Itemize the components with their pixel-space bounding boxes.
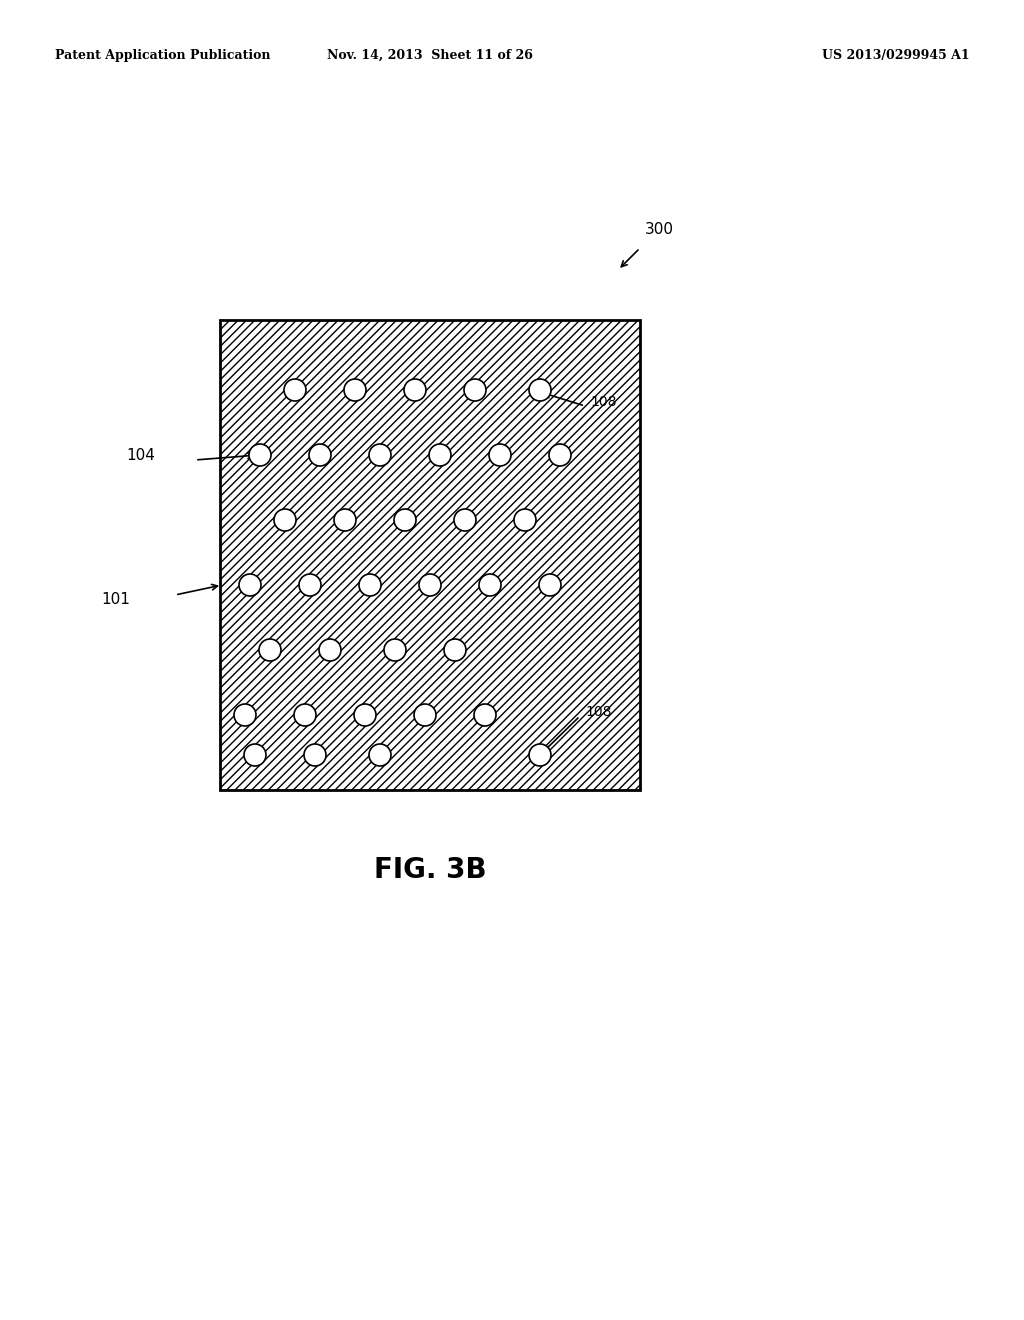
Circle shape xyxy=(369,444,391,466)
Text: 101: 101 xyxy=(101,593,130,607)
Circle shape xyxy=(514,510,536,531)
Text: 104: 104 xyxy=(126,447,155,462)
Circle shape xyxy=(404,379,426,401)
Circle shape xyxy=(529,744,551,766)
Circle shape xyxy=(529,379,551,401)
Circle shape xyxy=(359,574,381,597)
Circle shape xyxy=(384,639,406,661)
Circle shape xyxy=(419,574,441,597)
Text: Nov. 14, 2013  Sheet 11 of 26: Nov. 14, 2013 Sheet 11 of 26 xyxy=(327,49,532,62)
Text: FIG. 3B: FIG. 3B xyxy=(374,855,486,884)
Circle shape xyxy=(319,639,341,661)
Circle shape xyxy=(394,510,416,531)
Circle shape xyxy=(309,444,331,466)
Circle shape xyxy=(249,444,271,466)
Circle shape xyxy=(239,574,261,597)
Circle shape xyxy=(489,444,511,466)
Circle shape xyxy=(539,574,561,597)
Circle shape xyxy=(444,639,466,661)
Circle shape xyxy=(284,379,306,401)
Text: 108: 108 xyxy=(590,395,616,409)
Text: US 2013/0299945 A1: US 2013/0299945 A1 xyxy=(822,49,970,62)
Circle shape xyxy=(259,639,281,661)
Circle shape xyxy=(294,704,316,726)
Circle shape xyxy=(274,510,296,531)
Circle shape xyxy=(304,744,326,766)
Text: 300: 300 xyxy=(645,223,674,238)
Text: 108: 108 xyxy=(585,705,611,719)
Circle shape xyxy=(549,444,571,466)
Circle shape xyxy=(474,704,496,726)
Circle shape xyxy=(369,744,391,766)
Circle shape xyxy=(244,744,266,766)
Circle shape xyxy=(234,704,256,726)
Bar xyxy=(220,319,640,789)
Circle shape xyxy=(414,704,436,726)
Circle shape xyxy=(479,574,501,597)
Circle shape xyxy=(454,510,476,531)
Circle shape xyxy=(429,444,451,466)
Circle shape xyxy=(354,704,376,726)
Text: Patent Application Publication: Patent Application Publication xyxy=(55,49,270,62)
Circle shape xyxy=(334,510,356,531)
Circle shape xyxy=(464,379,486,401)
Circle shape xyxy=(299,574,321,597)
Circle shape xyxy=(344,379,366,401)
